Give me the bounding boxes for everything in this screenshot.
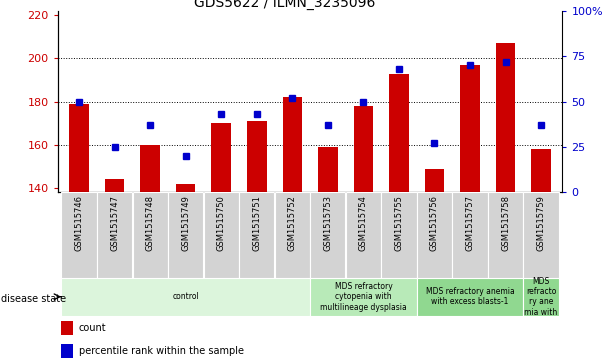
Bar [239, 192, 274, 278]
Bar [452, 192, 488, 278]
Bar [212, 123, 231, 192]
Bar [204, 192, 239, 278]
Bar [176, 184, 195, 192]
Bar [318, 147, 337, 192]
Text: disease state: disease state [1, 294, 66, 305]
Text: percentile rank within the sample: percentile rank within the sample [79, 346, 244, 356]
Bar [531, 149, 551, 192]
Bar [346, 192, 381, 278]
Text: MDS
refracto
ry ane
mia with: MDS refracto ry ane mia with [525, 277, 558, 317]
Bar [389, 74, 409, 192]
Bar [460, 65, 480, 192]
Text: count: count [79, 323, 106, 333]
Bar [97, 192, 132, 278]
Bar [140, 145, 160, 192]
Bar [105, 179, 125, 192]
Text: GSM1515758: GSM1515758 [501, 195, 510, 251]
Text: GSM1515755: GSM1515755 [395, 195, 404, 251]
Bar [61, 321, 73, 335]
Bar [496, 43, 516, 192]
Bar [417, 192, 452, 278]
Text: GSM1515752: GSM1515752 [288, 195, 297, 251]
Bar [61, 344, 73, 358]
Text: GSM1515753: GSM1515753 [323, 195, 333, 251]
Bar [247, 121, 266, 192]
Bar [416, 278, 523, 316]
Bar [523, 278, 559, 316]
Text: GSM1515747: GSM1515747 [110, 195, 119, 251]
Bar [310, 278, 416, 316]
Bar [381, 192, 416, 278]
Bar [61, 192, 97, 278]
Text: control: control [172, 292, 199, 301]
Text: GSM1515756: GSM1515756 [430, 195, 439, 251]
Bar [168, 192, 203, 278]
Text: GSM1515746: GSM1515746 [75, 195, 83, 251]
Text: GSM1515754: GSM1515754 [359, 195, 368, 251]
Bar [523, 192, 559, 278]
Text: MDS refractory
cytopenia with
multilineage dysplasia: MDS refractory cytopenia with multilinea… [320, 282, 407, 312]
Bar [61, 278, 310, 316]
Bar [354, 106, 373, 192]
Bar [69, 104, 89, 192]
Text: GSM1515749: GSM1515749 [181, 195, 190, 251]
Text: GSM1515748: GSM1515748 [146, 195, 154, 251]
Title: GDS5622 / ILMN_3235096: GDS5622 / ILMN_3235096 [194, 0, 376, 10]
Bar [283, 97, 302, 192]
Bar [310, 192, 345, 278]
Text: GSM1515751: GSM1515751 [252, 195, 261, 251]
Text: GSM1515750: GSM1515750 [216, 195, 226, 251]
Text: GSM1515759: GSM1515759 [537, 195, 545, 251]
Text: MDS refractory anemia
with excess blasts-1: MDS refractory anemia with excess blasts… [426, 287, 514, 306]
Bar [133, 192, 168, 278]
Bar [488, 192, 523, 278]
Text: GSM1515757: GSM1515757 [466, 195, 474, 251]
Bar [425, 169, 444, 192]
Bar [275, 192, 310, 278]
